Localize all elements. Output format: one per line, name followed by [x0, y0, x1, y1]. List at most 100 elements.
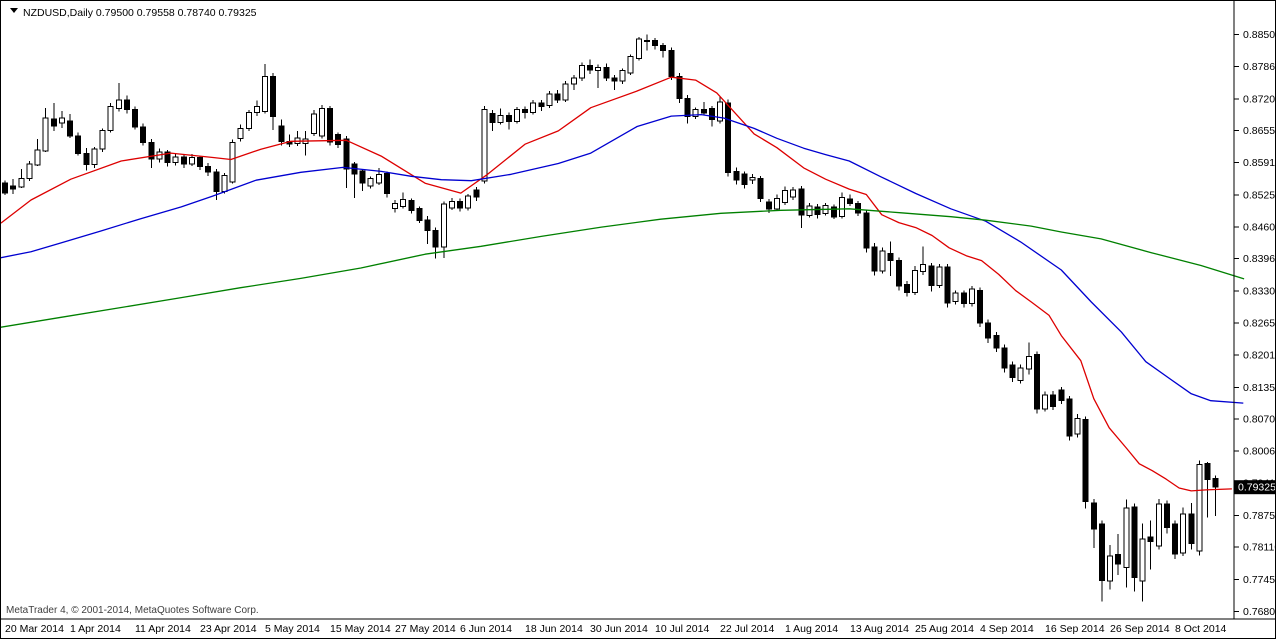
fast-ma-line [1, 76, 1232, 492]
candle-bear [611, 77, 618, 82]
candle-bull [643, 40, 650, 43]
date-label: 30 Jun 2014 [590, 623, 648, 635]
candle-bull [920, 264, 927, 273]
candle-bear [1131, 506, 1138, 579]
candle-bear [213, 171, 220, 193]
candle-bull [936, 266, 943, 287]
candle-bear [1172, 523, 1178, 555]
candle-bull [1107, 555, 1113, 582]
candle-bear [725, 102, 732, 173]
candle-bear [148, 141, 155, 160]
date-label: 13 Aug 2014 [850, 623, 909, 635]
slow-ma-line [1, 208, 1245, 328]
candle-bear [855, 202, 862, 214]
candle-bear [278, 125, 285, 142]
candle-bull [18, 177, 25, 188]
date-label: 8 Oct 2014 [1175, 623, 1227, 635]
candle-bear [10, 185, 17, 190]
candle-bear [765, 201, 772, 210]
candle-bear [164, 151, 171, 164]
moving-averages-layer [1, 76, 1245, 492]
date-label: 20 Mar 2014 [5, 623, 64, 635]
candle-bull [1196, 463, 1203, 552]
candle-bear [700, 109, 707, 114]
candle-bear [67, 120, 73, 137]
candle-bull [838, 197, 845, 218]
candle-bear [343, 138, 350, 170]
candle-bear [123, 99, 130, 111]
candle-bear [960, 292, 967, 305]
candle-bull [1025, 355, 1032, 370]
candle-bear [944, 266, 951, 304]
candle-bull [749, 176, 756, 181]
candle-bear [863, 212, 870, 249]
chart-title: NZDUSD,Daily 0.79500 0.79558 0.78740 0.7… [23, 7, 257, 19]
candle-bear [977, 290, 983, 324]
candle-bear [660, 45, 667, 51]
candle-bear [830, 206, 837, 218]
current-price-badge [1234, 480, 1275, 495]
candle-bear [676, 76, 683, 99]
candle-bear [684, 97, 691, 118]
candles-layer [2, 34, 1219, 602]
time-axis[interactable]: 20 Mar 2014 1 Apr 2014 11 Apr 2014 23 Apr 2… [1, 618, 1275, 635]
date-label: 1 Aug 2014 [785, 623, 838, 635]
candle-bear [522, 109, 528, 114]
candle-bull [262, 76, 268, 113]
candle-bear [432, 230, 439, 248]
candle-bear [1050, 394, 1057, 408]
date-label: 25 Aug 2014 [915, 623, 974, 635]
candle-bull [42, 117, 49, 152]
candle-bull [952, 292, 959, 303]
candle-bear [75, 135, 82, 155]
candle-bear [798, 188, 805, 216]
price-tick-label: 0.86555 [1243, 125, 1275, 137]
candle-bear [457, 200, 463, 209]
candle-bull [448, 200, 455, 209]
date-label: 18 Jun 2014 [525, 623, 583, 635]
candle-bear [757, 177, 764, 200]
candle-bull [107, 106, 114, 131]
medium-ma-line [1, 113, 1244, 404]
candle-bear [50, 118, 57, 127]
candle-bear [708, 108, 715, 120]
candle-bull [375, 173, 382, 184]
candle-bear [205, 165, 212, 173]
candle-bear [733, 170, 740, 181]
candle-bull [570, 77, 577, 85]
candle-bear [895, 260, 902, 287]
candle-bull [34, 149, 41, 166]
price-tick-label: 0.88505 [1243, 29, 1275, 41]
candle-bear [505, 115, 512, 122]
price-tick-label: 0.84605 [1243, 221, 1275, 233]
candle-bull [481, 109, 488, 182]
candle-bear [1058, 389, 1065, 402]
candle-bear [538, 102, 545, 107]
candle-bear [871, 246, 878, 272]
candle-bull [790, 189, 797, 198]
date-label: 27 May 2014 [395, 623, 456, 635]
candle-bear [652, 40, 658, 47]
candle-bull [58, 117, 65, 124]
candle-bear [1009, 364, 1016, 379]
candle-bear [383, 172, 390, 195]
candle-bear [1212, 478, 1219, 488]
candle-bull [578, 64, 585, 79]
candle-bull [773, 198, 780, 210]
candle-bull [400, 199, 407, 207]
candle-bull [562, 83, 569, 101]
candle-bear [814, 206, 821, 215]
candle-bear [140, 126, 147, 143]
candle-bear [903, 283, 910, 294]
candle-bull [188, 157, 195, 165]
candle-bear [1001, 347, 1008, 369]
candle-bull [1180, 513, 1187, 554]
candle-bear [993, 335, 1000, 349]
date-label: 22 Jul 2014 [720, 623, 774, 635]
candle-bull [692, 109, 699, 118]
